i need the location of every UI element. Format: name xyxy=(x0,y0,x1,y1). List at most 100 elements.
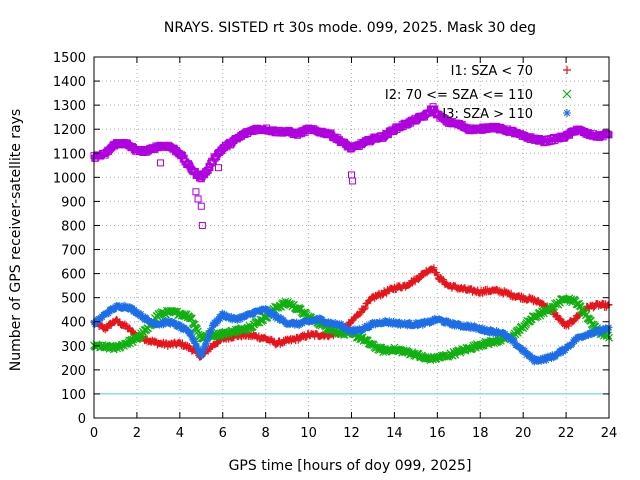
data-point xyxy=(562,89,572,99)
x-axis-label: GPS time [hours of doy 099, 2025] xyxy=(229,458,472,474)
data-point xyxy=(324,318,332,326)
data-point xyxy=(535,356,543,364)
grid-layer xyxy=(94,57,609,418)
x-tick-label: 18 xyxy=(472,426,489,441)
data-point xyxy=(99,313,107,321)
data-point xyxy=(565,322,573,330)
x-tick-label: 22 xyxy=(558,426,575,441)
data-point xyxy=(108,307,116,315)
data-point xyxy=(178,322,186,330)
data-point xyxy=(360,305,368,313)
data-point xyxy=(213,316,221,324)
data-point xyxy=(425,318,433,326)
x-tick-label: 8 xyxy=(262,426,270,441)
data-point xyxy=(198,221,206,229)
data-point xyxy=(204,334,212,342)
data-point xyxy=(216,315,224,323)
data-point xyxy=(604,130,612,138)
data-point xyxy=(250,310,258,318)
data-point xyxy=(396,321,404,329)
data-point xyxy=(95,317,103,325)
data-point xyxy=(203,336,211,344)
data-point xyxy=(181,309,189,318)
data-point xyxy=(263,306,271,314)
data-point xyxy=(385,317,393,325)
data-point xyxy=(299,320,307,328)
data-point xyxy=(116,302,124,310)
y-tick-label: 800 xyxy=(61,219,86,234)
data-point xyxy=(430,264,438,272)
data-point xyxy=(175,338,183,346)
data-point xyxy=(406,318,414,326)
data-point xyxy=(120,301,128,309)
data-point xyxy=(361,304,369,312)
x-tick-label: 24 xyxy=(601,426,618,441)
data-point xyxy=(356,310,364,318)
data-point xyxy=(126,303,134,311)
data-point xyxy=(226,315,234,323)
data-point xyxy=(193,342,201,350)
data-point xyxy=(346,320,354,328)
data-point xyxy=(536,355,544,363)
x-tick-label: 10 xyxy=(300,426,317,441)
legend-label: I1: SZA < 70 xyxy=(451,64,533,79)
data-point xyxy=(530,358,538,366)
data-point xyxy=(190,338,198,346)
x-tick-label: 20 xyxy=(515,426,532,441)
data-point xyxy=(273,312,281,320)
y-axis-label: Number of GPS receiver-satellite rays xyxy=(8,109,24,371)
data-point xyxy=(91,320,99,328)
data-point xyxy=(191,339,199,347)
series-4 xyxy=(90,103,613,229)
data-point xyxy=(238,333,246,341)
data-point xyxy=(604,326,612,334)
y-tick-label: 0 xyxy=(78,412,86,427)
data-point xyxy=(157,159,165,167)
data-point xyxy=(439,276,447,284)
data-point xyxy=(202,339,210,347)
data-point xyxy=(511,337,519,345)
data-point xyxy=(220,313,228,321)
data-point xyxy=(568,340,576,348)
y-tick-label: 600 xyxy=(61,268,86,283)
x-tick-label: 4 xyxy=(176,426,184,441)
legend-label: I3: SZA > 110 xyxy=(442,107,533,122)
data-point xyxy=(200,345,208,353)
y-tick-label: 400 xyxy=(61,316,86,331)
data-point xyxy=(187,329,195,337)
data-point xyxy=(135,311,143,319)
y-tick-label: 1500 xyxy=(53,51,86,66)
data-point xyxy=(166,320,174,328)
data-point xyxy=(561,347,569,355)
legend-label: I2: 70 <= SZA <= 110 xyxy=(385,88,533,103)
data-point xyxy=(295,322,303,330)
x-tick-label: 2 xyxy=(133,426,141,441)
data-point xyxy=(137,310,145,318)
series-3 xyxy=(90,301,613,366)
y-tick-label: 1400 xyxy=(53,75,86,90)
x-tick-label: 16 xyxy=(429,426,446,441)
data-point xyxy=(105,310,113,318)
data-point xyxy=(479,324,487,332)
data-point xyxy=(604,331,613,340)
x-tick-label: 6 xyxy=(219,426,227,441)
data-point xyxy=(576,302,585,311)
data-point xyxy=(193,325,201,334)
data-point xyxy=(111,305,119,313)
data-point xyxy=(171,319,179,327)
data-point xyxy=(521,346,529,354)
data-point xyxy=(198,351,206,359)
data-point xyxy=(401,348,410,357)
data-point xyxy=(278,315,286,323)
data-point xyxy=(194,195,202,203)
y-tick-label: 200 xyxy=(61,364,86,379)
data-point xyxy=(349,177,357,185)
data-point xyxy=(346,328,354,336)
data-point xyxy=(214,164,222,172)
data-point xyxy=(135,309,143,317)
data-point xyxy=(441,319,449,327)
data-point xyxy=(197,202,205,210)
legend: I1: SZA < 70 I2: 70 <= SZA <= 110 I3: SZA … xyxy=(385,64,572,122)
